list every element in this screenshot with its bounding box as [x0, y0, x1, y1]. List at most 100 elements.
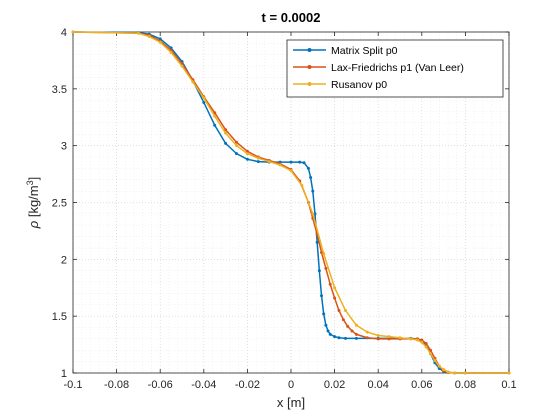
data-point: [235, 144, 238, 148]
data-point: [344, 308, 347, 312]
data-point: [71, 30, 75, 34]
data-point: [278, 163, 282, 167]
data-point: [437, 364, 441, 368]
data-point: [256, 160, 260, 164]
data-point: [267, 160, 271, 164]
data-point: [320, 294, 324, 298]
data-point: [224, 131, 228, 135]
data-point: [235, 152, 238, 156]
data-point: [326, 329, 330, 333]
data-point: [376, 333, 380, 337]
y-axis-unit: [kg/m: [26, 185, 41, 217]
y-tick-label: 3.5: [52, 84, 67, 96]
series-rusanov-p0: [71, 30, 511, 375]
data-point: [387, 337, 391, 341]
data-point: [398, 336, 402, 340]
data-point: [169, 50, 173, 54]
y-axis-unit-close: ]: [26, 177, 41, 181]
legend-entry: Rusanov p0: [293, 79, 387, 91]
data-point: [202, 100, 206, 104]
data-point: [442, 368, 446, 372]
data-point: [245, 152, 249, 156]
data-point: [350, 329, 354, 333]
data-point: [365, 330, 369, 334]
data-point: [235, 140, 238, 144]
x-tick-label: 0.06: [411, 379, 432, 391]
y-tick-label: 2: [61, 254, 67, 266]
data-point: [328, 332, 332, 336]
data-point: [213, 114, 217, 118]
data-point: [158, 40, 162, 44]
data-point: [420, 338, 424, 342]
data-point: [424, 341, 428, 345]
data-point: [429, 352, 433, 356]
data-point: [354, 332, 358, 336]
data-point: [306, 166, 310, 170]
data-point: [289, 160, 293, 164]
legend-entry: Matrix Split p0: [293, 45, 398, 57]
data-point: [376, 337, 380, 341]
data-point: [224, 141, 228, 145]
data-point: [354, 323, 358, 327]
legend-swatch-marker: [307, 65, 312, 69]
data-point: [341, 318, 345, 322]
x-axis-ticks: -0.1 -0.08 -0.06 -0.04 -0.02 0 0.02 0.04 0.06 0.0…: [64, 32, 517, 391]
data-point: [415, 338, 419, 342]
data-point: [433, 358, 437, 362]
data-point: [463, 371, 467, 375]
data-point: [147, 35, 151, 39]
data-point: [298, 160, 302, 164]
data-point: [245, 157, 249, 161]
x-tick-label: 0.02: [324, 379, 345, 391]
data-point: [322, 312, 326, 316]
x-tick-label: 0.08: [455, 379, 476, 391]
y-tick-label: 1.5: [52, 311, 67, 323]
legend-swatch-marker: [307, 48, 312, 52]
x-tick-label: -0.04: [191, 379, 216, 391]
legend-entry: Lax-Friedrichs p1 (Van Leer): [293, 62, 464, 74]
data-point: [311, 189, 315, 193]
x-tick-label: -0.02: [235, 379, 260, 391]
data-point: [333, 335, 337, 339]
data-point: [446, 370, 450, 374]
y-axis-ticks: 1 1.5 2 2.5 3 3.5 4: [52, 27, 509, 380]
data-point: [333, 286, 337, 290]
data-point: [317, 269, 321, 273]
data-point: [180, 64, 184, 68]
data-point: [302, 161, 306, 165]
x-tick-label: 0.1: [501, 379, 516, 391]
data-point: [202, 96, 206, 100]
data-point: [256, 156, 260, 160]
data-point: [453, 371, 456, 375]
data-point: [224, 128, 228, 132]
data-point: [300, 183, 304, 187]
y-axis-symbol: ρ: [26, 220, 41, 229]
data-point: [328, 282, 332, 286]
data-point: [158, 37, 162, 41]
data-point: [409, 337, 413, 341]
y-tick-label: 2.5: [52, 198, 67, 210]
data-point: [387, 335, 391, 339]
legend: Matrix Split p0 Lax-Friedrichs p1 (Van Le…: [286, 39, 504, 98]
data-point: [191, 80, 195, 84]
data-point: [429, 348, 433, 352]
data-point: [311, 212, 315, 216]
data-point: [324, 323, 328, 327]
series-layer: [71, 30, 511, 375]
data-point: [245, 149, 249, 153]
data-point: [324, 266, 328, 270]
data-point: [289, 169, 293, 173]
data-point: [424, 345, 428, 349]
x-tick-label: -0.08: [104, 379, 129, 391]
x-tick-label: -0.06: [148, 379, 173, 391]
x-tick-label: 0.04: [367, 379, 388, 391]
data-point: [507, 371, 511, 375]
x-tick-label: -0.1: [64, 379, 83, 391]
legend-label: Matrix Split p0: [331, 45, 398, 57]
data-point: [344, 336, 347, 340]
data-point: [309, 175, 313, 179]
data-point: [346, 324, 350, 328]
data-point: [337, 336, 341, 340]
